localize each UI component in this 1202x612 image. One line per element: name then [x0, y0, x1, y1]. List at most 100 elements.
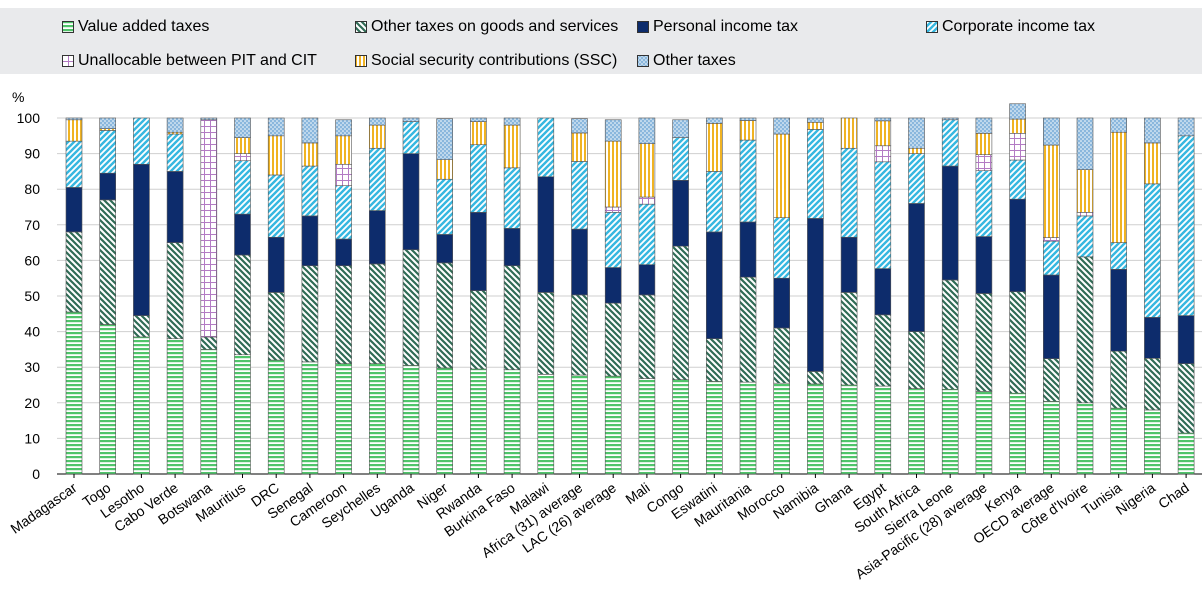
bar-Mauritius: [234, 117, 251, 475]
bar-segment-ogs: [705, 338, 723, 382]
bar-segment-oth: [65, 117, 83, 121]
bar-segment-ssc: [436, 159, 454, 180]
bar-segment-oth: [1009, 103, 1026, 120]
bar-segment-ogs: [672, 245, 689, 380]
bar-segment-ogs: [1009, 291, 1026, 394]
bar-segment-pit: [773, 277, 791, 329]
bar-segment-cit: [65, 140, 83, 188]
bar-segment-vat: [301, 361, 319, 475]
bar-segment-ogs: [604, 302, 622, 377]
bar-segment-cit: [301, 165, 319, 217]
bar-Burkina Faso: [503, 117, 521, 475]
bar-segment-ogs: [234, 254, 251, 356]
bar-Sierra Leone: [941, 117, 959, 475]
bar-segment-cit: [705, 171, 723, 233]
bar-segment-ogs: [571, 294, 588, 376]
bar-Lesotho: [133, 117, 150, 475]
bar-segment-ogs: [503, 265, 521, 370]
bar-Malawi: [537, 117, 555, 475]
y-tick-label: 10: [24, 430, 40, 446]
bar-segment-cit: [402, 121, 420, 154]
bar-segment-vat: [908, 388, 925, 475]
legend-item-ogs: Other taxes on goods and services: [355, 18, 618, 36]
bar-segment-ssc: [1009, 118, 1026, 134]
bar-segment-pit: [571, 228, 588, 296]
bar-segment-oth: [200, 117, 218, 121]
bar-segment-pit: [739, 221, 757, 278]
bar-Mali: [638, 117, 656, 475]
bar-segment-cit: [99, 130, 116, 174]
bar-segment-ssc: [975, 133, 993, 155]
bar-segment-ssc: [1043, 144, 1060, 238]
bar-Ghana: [840, 117, 858, 475]
bar-segment-oth: [941, 117, 959, 121]
bar-segment-ogs: [941, 279, 959, 390]
bar-segment-ogs: [1144, 357, 1161, 411]
bar-segment-vat: [672, 379, 689, 475]
bar-Egypt: [874, 117, 892, 475]
y-tick-label: 100: [17, 110, 41, 126]
bar-OECD average: [1043, 117, 1060, 475]
bar-segment-vat: [604, 375, 622, 475]
bar-segment-ogs: [1076, 256, 1094, 404]
bar-segment-cit: [267, 174, 285, 238]
bar-Togo: [99, 117, 116, 475]
bar-segment-cit: [941, 119, 959, 167]
bar-segment-ogs: [874, 314, 892, 387]
bar-segment-vat: [133, 336, 150, 475]
legend-label-oth: Other taxes: [653, 52, 736, 69]
bar-segment-ogs: [638, 294, 656, 379]
bar-segment-vat: [200, 349, 218, 475]
bar-segment-vat: [335, 363, 352, 475]
bar-segment-cit: [234, 160, 251, 215]
bar-segment-oth: [773, 117, 791, 135]
bar-segment-pit: [335, 238, 352, 267]
bar-segment-ogs: [267, 292, 285, 361]
bar-segment-ogs: [1177, 363, 1195, 434]
bar-segment-vat: [1009, 392, 1026, 475]
bar-segment-ogs: [840, 292, 858, 386]
bar-segment-pit: [840, 236, 858, 293]
bar-segment-vat: [739, 381, 757, 475]
bar-segment-vat: [99, 324, 116, 475]
bar-Namibia: [807, 117, 824, 475]
bar-segment-cit: [908, 153, 925, 204]
bar-segment-cit: [571, 161, 588, 230]
bar-Côte d'Ivoire: [1076, 117, 1094, 475]
bar-segment-pit: [604, 267, 622, 304]
bar-segment-vat: [1144, 409, 1161, 475]
legend-swatch-oth: [637, 55, 649, 67]
bar-segment-cit: [1110, 242, 1127, 270]
bar-segment-vat: [1177, 432, 1195, 475]
bar-segment-ssc: [368, 124, 386, 149]
bar-segment-oth: [335, 119, 352, 137]
bar-segment-oth: [604, 119, 622, 142]
bar-segment-unal: [1009, 133, 1026, 161]
bar-segment-ogs: [99, 199, 116, 325]
bar-segment-vat: [65, 311, 83, 475]
bar-segment-ogs: [1110, 350, 1127, 409]
bar-segment-ssc: [874, 120, 892, 147]
bar-segment-vat: [773, 382, 791, 475]
bar-segment-cit: [166, 133, 184, 172]
bar-segment-ogs: [166, 242, 184, 340]
bar-segment-ssc: [604, 140, 622, 208]
bar-segment-ssc: [470, 121, 487, 145]
bar-segment-oth: [908, 117, 925, 149]
bar-segment-cit: [537, 117, 555, 178]
legend-label-unal: Unallocable between PIT and CIT: [78, 52, 317, 69]
bar-segment-vat: [975, 391, 993, 475]
bar-segment-ogs: [436, 262, 454, 369]
y-tick-label: 70: [24, 217, 40, 233]
bar-Eswatini: [705, 117, 723, 475]
bar-segment-ssc: [638, 143, 656, 198]
bar-segment-oth: [1110, 117, 1127, 133]
y-tick-label: 40: [24, 324, 40, 340]
bar-Madagascar: [65, 117, 83, 475]
bar-segment-vat: [166, 338, 184, 475]
bar-segment-pit: [672, 180, 689, 247]
bar-segment-ogs: [368, 263, 386, 364]
x-tick-label: Ghana: [811, 479, 855, 516]
